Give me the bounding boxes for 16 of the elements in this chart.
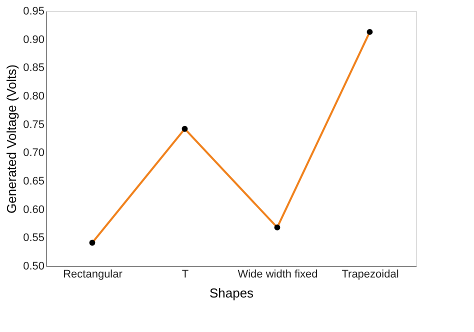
y-tick-label: 0.75	[23, 118, 44, 131]
x-tick-label: T	[182, 268, 189, 280]
y-tick-label: 0.60	[23, 204, 44, 216]
y-tick-label: 0.80	[23, 90, 44, 102]
y-tick-label: 0.55	[23, 232, 44, 244]
x-tick-label: Wide width fixed	[238, 268, 318, 280]
y-tick-label: 0.65	[23, 176, 44, 188]
y-tick-label: 0.50	[23, 260, 44, 272]
x-tick-label: Trapezoidal	[342, 268, 399, 280]
y-axis-title: Generated Voltage (Volts)	[4, 64, 20, 214]
y-tick-label: 0.95	[23, 6, 44, 18]
x-tick-label: Rectangular	[63, 268, 123, 280]
y-tick-label: 0.70	[23, 147, 44, 160]
y-tick-label: 0.90	[23, 34, 44, 46]
y-tick-label: 0.85	[23, 62, 44, 74]
x-axis-title: Shapes	[209, 286, 254, 300]
